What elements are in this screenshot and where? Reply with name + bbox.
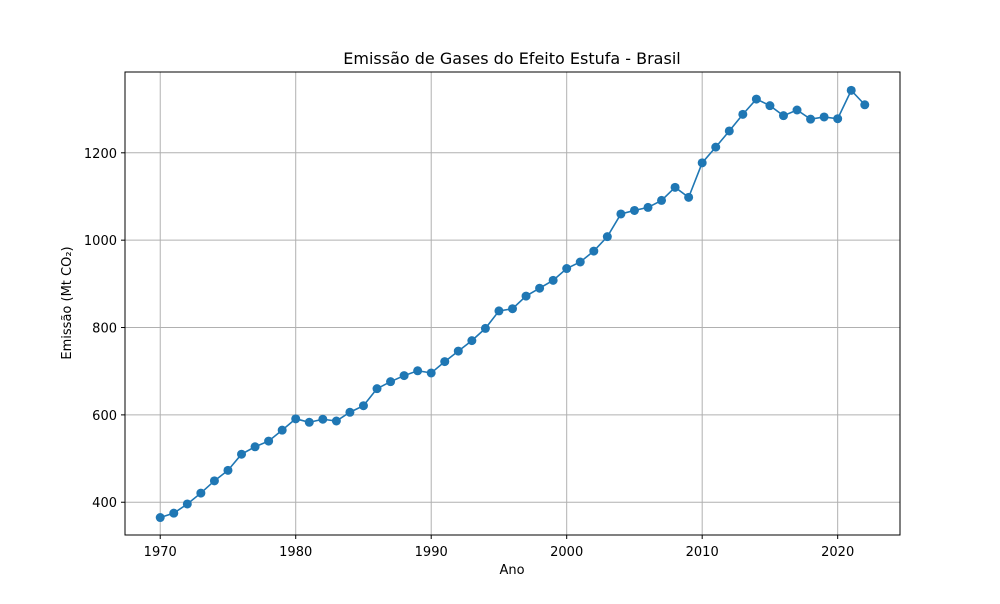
data-point xyxy=(304,417,314,427)
series-line xyxy=(159,88,866,519)
data-point xyxy=(670,182,680,192)
data-point xyxy=(372,384,382,394)
data-point xyxy=(480,323,490,333)
data-point xyxy=(616,209,626,219)
grid-lines xyxy=(125,72,900,535)
data-point xyxy=(575,257,585,267)
data-point xyxy=(386,377,396,387)
data-point xyxy=(209,476,219,486)
data-point xyxy=(331,416,341,426)
y-tick-label: 800 xyxy=(92,322,117,337)
x-tick-label: 2020 xyxy=(821,545,854,560)
data-point xyxy=(196,488,206,498)
data-point xyxy=(264,436,274,446)
data-point xyxy=(589,246,599,256)
data-point xyxy=(724,126,734,136)
plot-frame xyxy=(124,71,901,536)
axis-ticks: 1970 1980 1990 2000 2010 2020 400 600 800 1000 120… xyxy=(84,147,854,560)
data-point xyxy=(155,513,165,523)
data-point xyxy=(494,306,504,316)
data-point xyxy=(440,357,450,367)
data-point xyxy=(345,407,355,417)
chart-title: Emissão de Gases do Efeito Estufa - Bras… xyxy=(343,49,680,68)
x-tick-label: 1970 xyxy=(144,545,177,560)
data-point xyxy=(657,195,667,205)
data-point xyxy=(277,425,287,435)
x-tick-label: 1980 xyxy=(279,545,312,560)
y-tick-label: 1200 xyxy=(84,147,117,162)
y-tick-label: 600 xyxy=(92,409,117,424)
x-axis-label: Ano xyxy=(499,563,524,578)
data-point xyxy=(765,101,775,111)
data-point xyxy=(833,114,843,124)
data-point xyxy=(413,366,423,376)
data-point xyxy=(629,205,639,215)
data-point xyxy=(819,112,829,122)
data-point xyxy=(426,368,436,378)
x-tick-label: 2000 xyxy=(550,545,583,560)
data-point xyxy=(467,336,477,346)
x-tick-label: 2010 xyxy=(686,545,719,560)
data-point xyxy=(562,264,572,274)
data-point xyxy=(751,94,761,104)
data-point xyxy=(453,346,463,356)
data-point xyxy=(548,275,558,285)
data-point xyxy=(738,109,748,119)
data-point xyxy=(806,114,816,124)
data-point xyxy=(291,414,301,424)
data-point xyxy=(318,414,328,424)
data-point xyxy=(508,304,517,314)
data-point xyxy=(169,508,179,518)
data-point xyxy=(846,85,856,95)
data-point xyxy=(684,192,694,202)
series xyxy=(155,85,870,523)
data-point xyxy=(521,291,531,301)
data-point xyxy=(860,100,870,110)
data-point xyxy=(182,499,192,509)
data-point xyxy=(223,465,233,475)
data-point xyxy=(697,158,707,168)
data-point xyxy=(399,371,409,381)
data-point xyxy=(358,401,368,411)
x-tick-label: 1990 xyxy=(415,545,448,560)
data-point xyxy=(643,202,653,212)
data-point xyxy=(711,142,721,152)
data-point xyxy=(250,442,260,452)
data-point xyxy=(792,105,802,115)
y-tick-label: 1000 xyxy=(84,234,117,249)
data-point xyxy=(237,449,247,459)
data-point xyxy=(602,232,612,242)
data-point xyxy=(778,111,788,121)
data-point xyxy=(535,283,545,293)
y-axis-label: Emissão (Mt CO₂) xyxy=(60,246,75,359)
y-tick-label: 400 xyxy=(92,496,117,511)
